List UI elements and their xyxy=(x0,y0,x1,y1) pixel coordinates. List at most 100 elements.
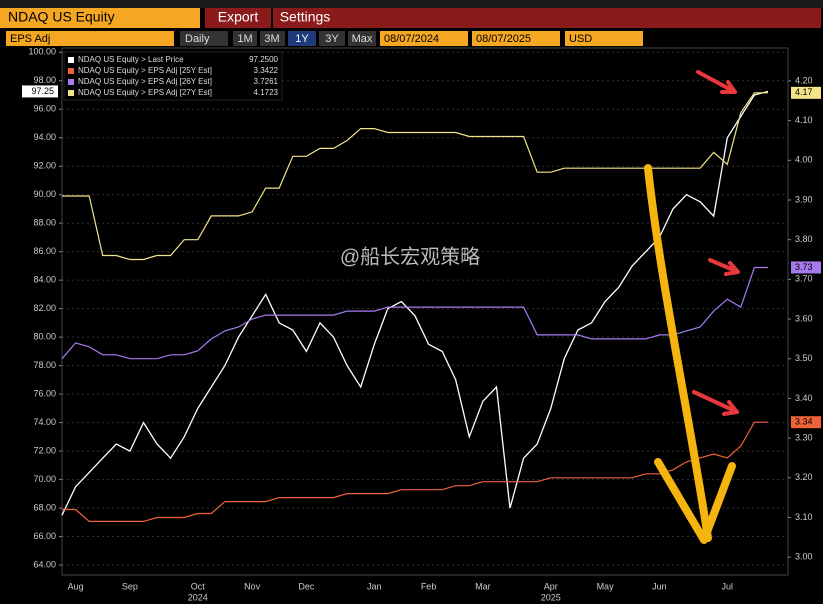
y2-tick-label: 4.10 xyxy=(795,115,813,125)
y2-tick-label: 3.80 xyxy=(795,234,813,244)
legend-value: 97.2500 xyxy=(249,55,278,64)
legend-label: NDAQ US Equity > EPS Adj [25Y Est] xyxy=(78,66,212,75)
legend-swatch xyxy=(68,79,74,85)
y2-tick-label: 3.50 xyxy=(795,353,813,363)
y2-tick-label: 3.90 xyxy=(795,194,813,204)
field-box[interactable] xyxy=(6,31,174,46)
range-button[interactable] xyxy=(348,31,376,46)
y-tick-label: 96.00 xyxy=(33,104,56,114)
y-tick-label: 94.00 xyxy=(33,132,56,142)
series-line xyxy=(62,421,768,522)
y2-tick-label: 3.30 xyxy=(795,432,813,442)
start-date[interactable]: 08/07/2024 xyxy=(384,33,439,45)
settings-label[interactable]: Settings xyxy=(280,9,331,25)
y2-tick-label: 3.60 xyxy=(795,313,813,323)
y2-tick-label: 3.10 xyxy=(795,512,813,522)
y-tick-label: 72.00 xyxy=(33,445,56,455)
settings-button[interactable] xyxy=(273,8,821,28)
end-date-box[interactable] xyxy=(472,31,560,46)
currency-box[interactable] xyxy=(565,31,643,46)
value-badge-label: 97.25 xyxy=(31,86,54,96)
legend-label: NDAQ US Equity > EPS Adj [26Y Est] xyxy=(78,77,212,86)
export-button[interactable] xyxy=(205,8,271,28)
plot-frame xyxy=(61,47,789,576)
y-tick-label: 100.00 xyxy=(28,47,56,57)
range-button[interactable] xyxy=(233,31,257,46)
y2-tick-label: 3.70 xyxy=(795,274,813,284)
x-tick-label: May xyxy=(597,581,615,591)
period-box[interactable] xyxy=(180,31,228,46)
y-tick-label: 64.00 xyxy=(33,559,56,569)
y-tick-label: 98.00 xyxy=(33,75,56,85)
red-arrow xyxy=(692,390,739,416)
x-tick-label: Mar xyxy=(475,581,491,591)
x-tick-label: Jul xyxy=(722,581,734,591)
y-tick-label: 78.00 xyxy=(33,360,56,370)
x-tick-label: Apr xyxy=(544,581,558,591)
y-tick-label: 84.00 xyxy=(33,275,56,285)
range-button[interactable] xyxy=(288,31,316,46)
year-label: 2025 xyxy=(541,592,561,602)
y-tick-label: 70.00 xyxy=(33,474,56,484)
legend-value: 4.1723 xyxy=(254,88,279,97)
x-tick-label: Dec xyxy=(298,581,315,591)
range[interactable]: 1Y xyxy=(295,33,309,45)
y-tick-label: 66.00 xyxy=(33,531,56,541)
range-button[interactable] xyxy=(260,31,285,46)
range[interactable]: 3M xyxy=(264,33,279,45)
value-badge xyxy=(791,416,821,429)
ticker-box xyxy=(0,8,200,28)
y-tick-label: 90.00 xyxy=(33,189,56,199)
y-tick-label: 86.00 xyxy=(33,246,56,256)
legend-value: 3.3422 xyxy=(254,66,279,75)
range[interactable]: Max xyxy=(352,33,373,45)
legend-swatch xyxy=(68,90,74,96)
red-arrow xyxy=(696,70,737,94)
legend-label: NDAQ US Equity > EPS Adj [27Y Est] xyxy=(78,88,212,97)
y-tick-label: 82.00 xyxy=(33,303,56,313)
value-badge-label: 3.73 xyxy=(795,262,813,272)
legend-swatch xyxy=(68,68,74,74)
x-tick-label: Oct xyxy=(191,581,206,591)
y2-tick-label: 3.20 xyxy=(795,472,813,482)
value-badge xyxy=(22,85,58,98)
y-tick-label: 76.00 xyxy=(33,388,56,398)
y-tick-label: 88.00 xyxy=(33,218,56,228)
red-arrow xyxy=(708,258,740,276)
x-tick-label: Feb xyxy=(421,581,437,591)
range-button[interactable] xyxy=(319,31,345,46)
series-line xyxy=(61,266,768,360)
end-date[interactable]: 08/07/2025 xyxy=(476,33,531,45)
field[interactable]: EPS Adj xyxy=(10,33,50,45)
range[interactable]: 3Y xyxy=(325,33,339,45)
legend-swatch xyxy=(68,57,74,63)
value-badge-label: 3.34 xyxy=(795,417,813,427)
value-badge-label: 4.17 xyxy=(795,87,813,97)
y2-tick-label: 4.20 xyxy=(795,75,813,85)
annotations xyxy=(644,70,740,544)
y-tick-label: 68.00 xyxy=(33,502,56,512)
top-strip xyxy=(0,0,823,8)
period[interactable]: Daily xyxy=(185,33,210,45)
y2-tick-label: 3.00 xyxy=(795,552,813,562)
value-badge xyxy=(791,261,821,274)
y2-tick-label: 3.40 xyxy=(795,393,813,403)
x-tick-label: Sep xyxy=(122,581,138,591)
x-tick-label: Aug xyxy=(68,581,84,591)
x-tick-label: Jun xyxy=(652,581,667,591)
legend-value: 3.7261 xyxy=(254,77,279,86)
range[interactable]: 1M xyxy=(237,33,252,45)
start-date-box[interactable] xyxy=(380,31,468,46)
legend-label: NDAQ US Equity > Last Price xyxy=(78,55,184,64)
y-tick-label: 74.00 xyxy=(33,417,56,427)
currency[interactable]: USD xyxy=(569,33,592,45)
ticker: NDAQ US Equity xyxy=(8,9,115,25)
yellow-arrow xyxy=(644,164,736,544)
export-label[interactable]: Export xyxy=(218,9,259,25)
watermark: @船长宏观策略 xyxy=(340,245,480,268)
value-badge xyxy=(791,86,821,99)
y-tick-label: 92.00 xyxy=(33,161,56,171)
x-tick-label: Jan xyxy=(367,581,382,591)
